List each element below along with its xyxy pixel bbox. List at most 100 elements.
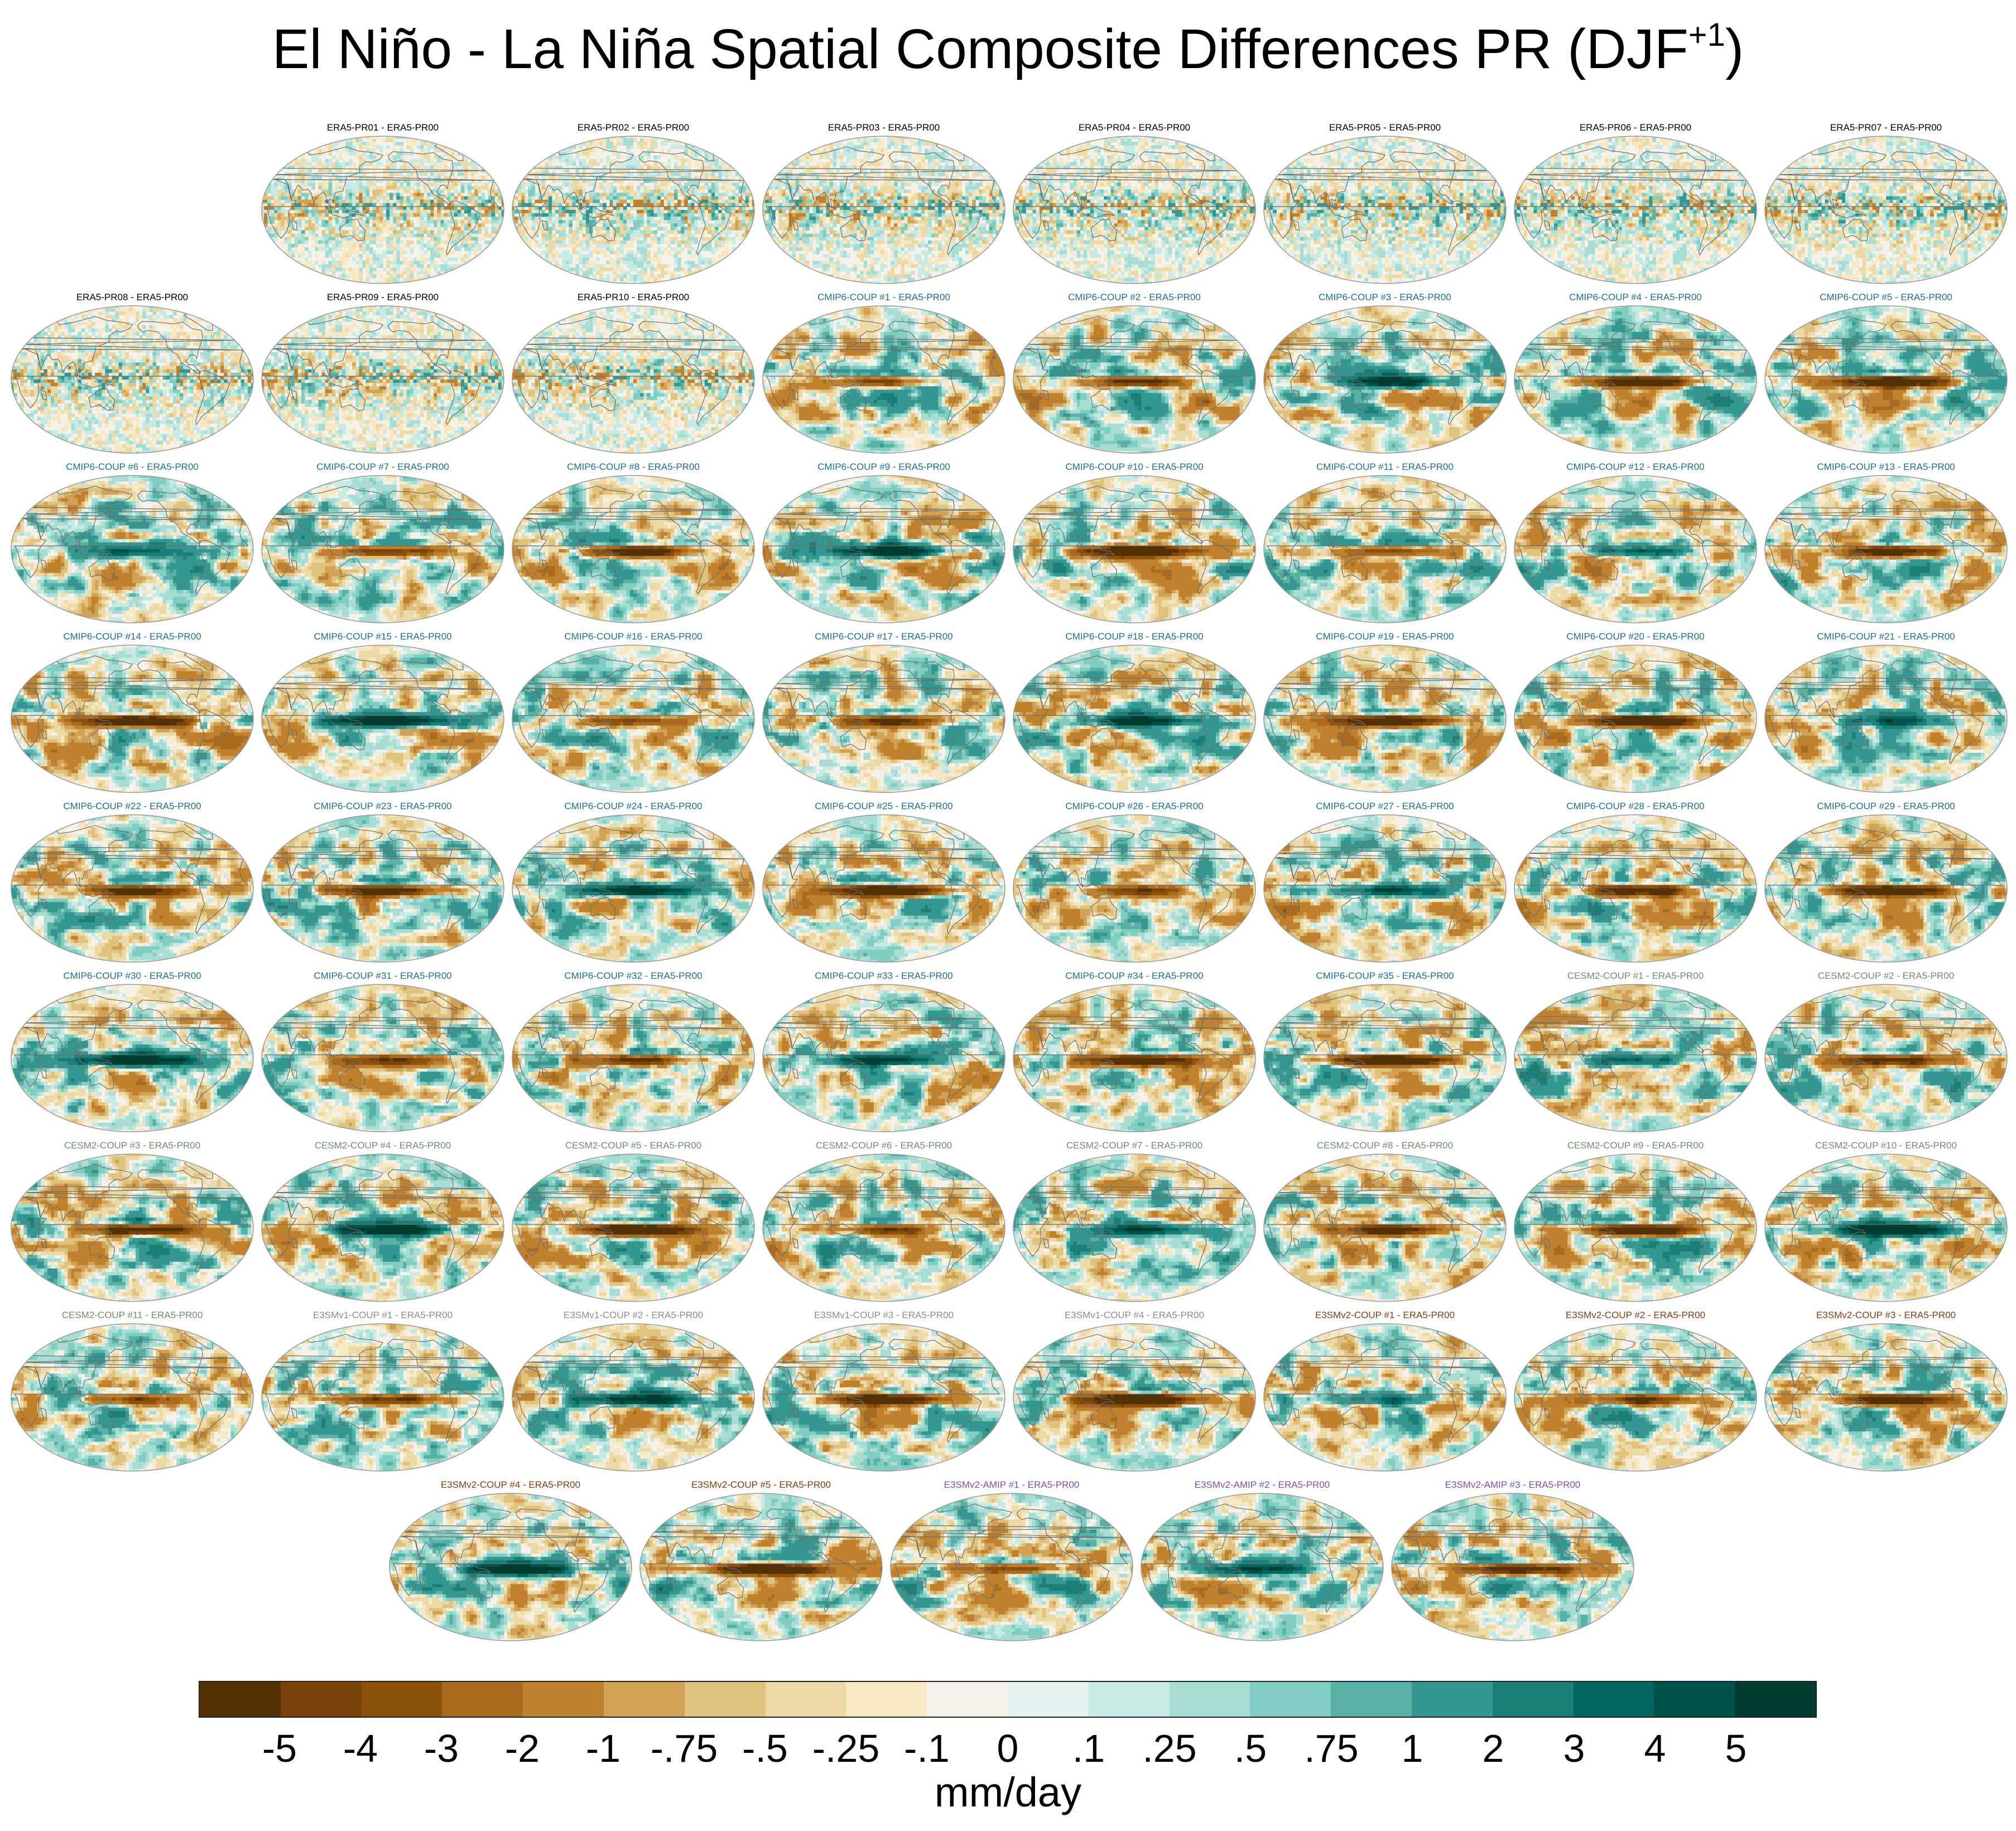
colorbar-box bbox=[1250, 1682, 1331, 1717]
panel-title: E3SMv2-COUP #2 - ERA5-PR00 bbox=[1510, 1309, 1761, 1321]
anomaly-map bbox=[261, 135, 505, 285]
colorbar-box bbox=[1574, 1682, 1654, 1717]
anomaly-map bbox=[511, 1153, 756, 1303]
colorbar-tick-label: -1 bbox=[564, 1726, 642, 1771]
anomaly-map bbox=[511, 1323, 756, 1472]
colorbar-box bbox=[1654, 1682, 1735, 1717]
map-panel: E3SMv1-COUP #3 - ERA5-PR00 bbox=[758, 1309, 1009, 1477]
anomaly-map bbox=[10, 644, 254, 794]
panel-title: E3SMv1-COUP #1 - ERA5-PR00 bbox=[257, 1309, 508, 1321]
panel-title: E3SMv2-COUP #4 - ERA5-PR00 bbox=[385, 1479, 636, 1491]
map-panel: E3SMv2-AMIP #1 - ERA5-PR00 bbox=[886, 1479, 1137, 1646]
panel-title: CMIP6-COUP #7 - ERA5-PR00 bbox=[257, 461, 508, 473]
anomaly-map bbox=[10, 814, 254, 963]
anomaly-map bbox=[10, 983, 254, 1133]
colorbar-box bbox=[1170, 1682, 1250, 1717]
anomaly-map bbox=[261, 644, 505, 794]
anomaly-map bbox=[639, 1492, 883, 1642]
panel-title: CMIP6-COUP #4 - ERA5-PR00 bbox=[1510, 291, 1761, 304]
map-panel: CMIP6-COUP #23 - ERA5-PR00 bbox=[257, 800, 508, 968]
anomaly-map bbox=[1513, 814, 1758, 963]
panel-title: CMIP6-COUP #8 - ERA5-PR00 bbox=[508, 461, 759, 473]
panel-title: CMIP6-COUP #22 - ERA5-PR00 bbox=[7, 800, 258, 813]
map-panel: CMIP6-COUP #1 - ERA5-PR00 bbox=[758, 291, 1009, 459]
figure-title: El Niño - La Niña Spatial Composite Diff… bbox=[0, 16, 2016, 83]
anomaly-map bbox=[261, 305, 505, 454]
map-panel: E3SMv2-COUP #5 - ERA5-PR00 bbox=[636, 1479, 887, 1646]
anomaly-map bbox=[10, 1323, 254, 1472]
panel-title: CMIP6-COUP #25 - ERA5-PR00 bbox=[758, 800, 1009, 813]
panel-title: E3SMv2-AMIP #1 - ERA5-PR00 bbox=[886, 1479, 1137, 1491]
map-panel: CESM2-COUP #10 - ERA5-PR00 bbox=[1760, 1140, 2012, 1307]
panel-title: CMIP6-COUP #12 - ERA5-PR00 bbox=[1510, 461, 1761, 473]
anomaly-map bbox=[1263, 1323, 1507, 1472]
panel-title: ERA5-PR03 - ERA5-PR00 bbox=[758, 122, 1009, 134]
map-panel: CMIP6-COUP #29 - ERA5-PR00 bbox=[1760, 800, 2012, 968]
panel-title: CMIP6-COUP #26 - ERA5-PR00 bbox=[1009, 800, 1260, 813]
colorbar-tick-label: 3 bbox=[1535, 1726, 1613, 1771]
map-panel: CMIP6-COUP #25 - ERA5-PR00 bbox=[758, 800, 1009, 968]
title-text: El Niño - La Niña Spatial Composite Diff… bbox=[272, 18, 1688, 80]
colorbar-box bbox=[766, 1682, 846, 1717]
map-panel: CMIP6-COUP #31 - ERA5-PR00 bbox=[257, 970, 508, 1137]
colorbar-tick-label: -.5 bbox=[726, 1726, 804, 1771]
map-panel: CMIP6-COUP #18 - ERA5-PR00 bbox=[1009, 631, 1260, 798]
anomaly-map bbox=[762, 644, 1006, 794]
map-panel: CMIP6-COUP #34 - ERA5-PR00 bbox=[1009, 970, 1260, 1137]
anomaly-map bbox=[1012, 474, 1257, 624]
anomaly-map bbox=[1513, 1323, 1758, 1472]
colorbar-box bbox=[927, 1682, 1008, 1717]
colorbar-tick-label: .1 bbox=[1050, 1726, 1128, 1771]
anomaly-map bbox=[1012, 305, 1257, 454]
panel-title: CESM2-COUP #4 - ERA5-PR00 bbox=[257, 1140, 508, 1152]
anomaly-map bbox=[1140, 1492, 1384, 1642]
panel-title: CESM2-COUP #9 - ERA5-PR00 bbox=[1510, 1140, 1761, 1152]
anomaly-map bbox=[10, 474, 254, 624]
anomaly-map bbox=[1012, 1323, 1257, 1472]
map-panel: CMIP6-COUP #3 - ERA5-PR00 bbox=[1259, 291, 1510, 459]
panel-title: E3SMv1-COUP #3 - ERA5-PR00 bbox=[758, 1309, 1009, 1321]
colorbar-tick-label: .25 bbox=[1130, 1726, 1209, 1771]
map-panel: CMIP6-COUP #16 - ERA5-PR00 bbox=[508, 631, 759, 798]
map-panel: E3SMv2-AMIP #2 - ERA5-PR00 bbox=[1137, 1479, 1388, 1646]
map-panel: CMIP6-COUP #8 - ERA5-PR00 bbox=[508, 461, 759, 628]
anomaly-map bbox=[511, 305, 756, 454]
anomaly-map bbox=[1764, 1323, 2008, 1472]
anomaly-map bbox=[1012, 1153, 1257, 1303]
panel-title: ERA5-PR05 - ERA5-PR00 bbox=[1259, 122, 1510, 134]
anomaly-map bbox=[1263, 983, 1507, 1133]
anomaly-map bbox=[261, 814, 505, 963]
map-panel: CMIP6-COUP #21 - ERA5-PR00 bbox=[1760, 631, 2012, 798]
panel-title: CMIP6-COUP #14 - ERA5-PR00 bbox=[7, 631, 258, 643]
title-superscript: +1 bbox=[1688, 17, 1725, 53]
map-panel: E3SMv2-AMIP #3 - ERA5-PR00 bbox=[1387, 1479, 1638, 1646]
map-panel: CMIP6-COUP #15 - ERA5-PR00 bbox=[257, 631, 508, 798]
map-panel: CMIP6-COUP #7 - ERA5-PR00 bbox=[257, 461, 508, 628]
map-panel: CMIP6-COUP #2 - ERA5-PR00 bbox=[1009, 291, 1260, 459]
panel-title: CMIP6-COUP #13 - ERA5-PR00 bbox=[1760, 461, 2012, 473]
map-panel: CESM2-COUP #8 - ERA5-PR00 bbox=[1259, 1140, 1510, 1307]
anomaly-map bbox=[1263, 1153, 1507, 1303]
panel-title: CMIP6-COUP #35 - ERA5-PR00 bbox=[1259, 970, 1510, 982]
colorbar-tick-label: .75 bbox=[1292, 1726, 1370, 1771]
map-panel: CMIP6-COUP #24 - ERA5-PR00 bbox=[508, 800, 759, 968]
panel-title: ERA5-PR01 - ERA5-PR00 bbox=[257, 122, 508, 134]
panel-title: CESM2-COUP #8 - ERA5-PR00 bbox=[1259, 1140, 1510, 1152]
map-panel: CMIP6-COUP #11 - ERA5-PR00 bbox=[1259, 461, 1510, 628]
anomaly-map bbox=[1390, 1492, 1635, 1642]
map-panel: CESM2-COUP #5 - ERA5-PR00 bbox=[508, 1140, 759, 1307]
map-panel: CMIP6-COUP #5 - ERA5-PR00 bbox=[1760, 291, 2012, 459]
panel-title: CMIP6-COUP #21 - ERA5-PR00 bbox=[1760, 631, 2012, 643]
colorbar-box bbox=[1008, 1682, 1089, 1717]
anomaly-map bbox=[261, 1323, 505, 1472]
map-panel: CMIP6-COUP #32 - ERA5-PR00 bbox=[508, 970, 759, 1137]
colorbar-box bbox=[1089, 1682, 1170, 1717]
map-panel: E3SMv1-COUP #4 - ERA5-PR00 bbox=[1009, 1309, 1260, 1477]
map-panel: ERA5-PR01 - ERA5-PR00 bbox=[257, 122, 508, 289]
anomaly-map bbox=[261, 474, 505, 624]
panel-title: E3SMv2-COUP #3 - ERA5-PR00 bbox=[1760, 1309, 2012, 1321]
panel-title: ERA5-PR06 - ERA5-PR00 bbox=[1510, 122, 1761, 134]
colorbar-tick-label: -.25 bbox=[807, 1726, 885, 1771]
map-panel: CMIP6-COUP #9 - ERA5-PR00 bbox=[758, 461, 1009, 628]
panel-title: CMIP6-COUP #5 - ERA5-PR00 bbox=[1760, 291, 2012, 304]
